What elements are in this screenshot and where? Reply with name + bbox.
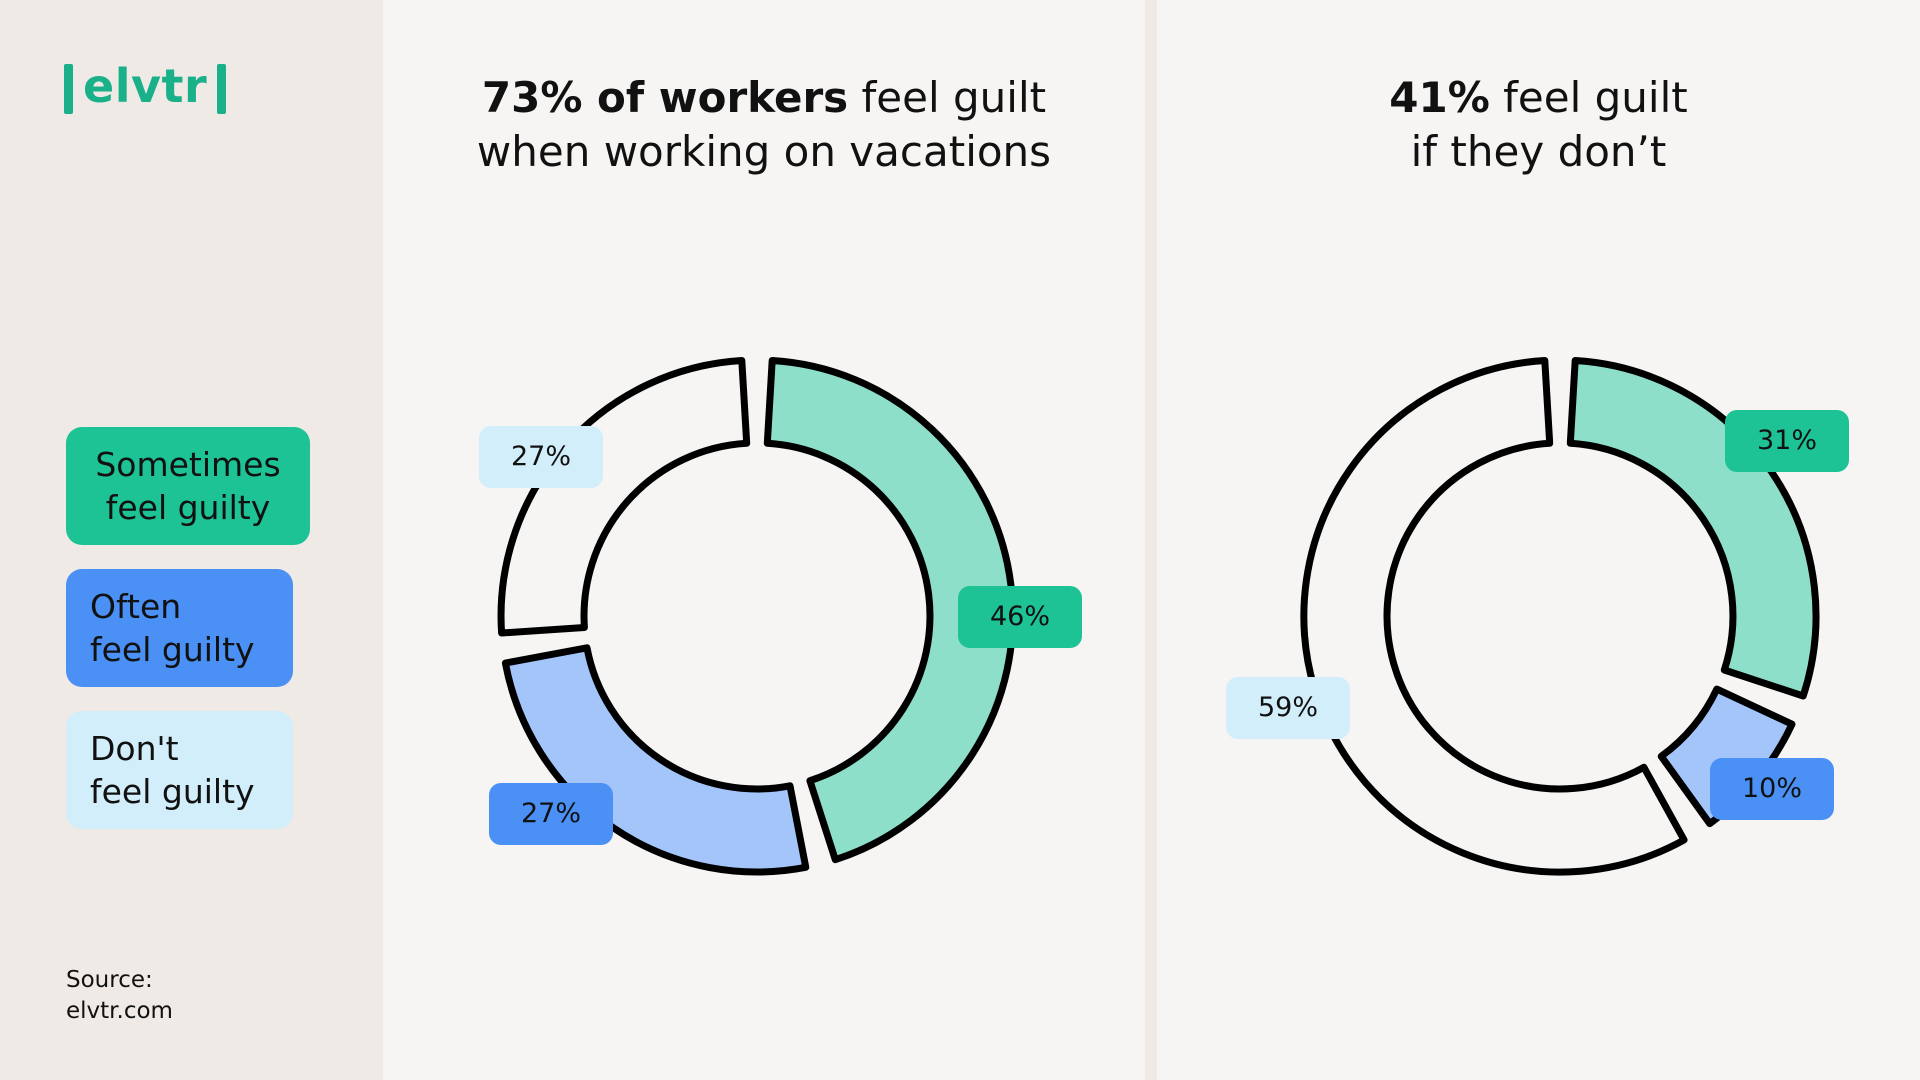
elvtr-logo[interactable]: elvtr <box>64 59 227 118</box>
donut2-label-often: 10% <box>1710 758 1834 820</box>
donut1-label-dont: 27% <box>479 426 603 488</box>
source-url: elvtr.com <box>66 998 173 1024</box>
logo-bar-right <box>217 64 227 114</box>
right-chart-title: 41% feel guilt if they don’t <box>1157 71 1920 179</box>
logo-text: elvtr <box>83 59 208 113</box>
left-title-bold: 73% of workers <box>481 73 849 122</box>
right-chart-title-line1: 41% feel guilt <box>1157 71 1920 125</box>
left-chart-title-line1: 73% of workers feel guilt <box>383 71 1145 125</box>
donut1-label-often: 27% <box>489 783 613 845</box>
left-chart-title-line2: when working on vacations <box>476 127 1052 176</box>
source-note: Source: elvtr.com <box>66 965 173 1027</box>
donut1-slice-dont <box>497 357 751 637</box>
donut1-slice-often <box>501 644 810 876</box>
source-label: Source: <box>66 967 153 993</box>
legend-sometimes-line2: feel guilty <box>105 488 271 527</box>
legend-often-feel-guilty: Often feel guilty <box>66 569 293 687</box>
right-title-rest: feel guilt <box>1489 73 1688 122</box>
donut1-label-sometimes: 46% <box>958 586 1082 648</box>
donut2-label-sometimes: 31% <box>1725 410 1849 472</box>
donut2-slice-sometimes <box>1566 357 1820 700</box>
legend-sometimes-line1: Sometimes <box>95 445 281 484</box>
legend-often-line1: Often <box>90 587 182 626</box>
legend-dont-line1: Don't <box>90 729 179 768</box>
logo-bar-left <box>64 64 73 114</box>
right-title-bold: 41% <box>1389 73 1490 122</box>
donut1-slice-sometimes <box>763 357 1017 864</box>
legend-dont-feel-guilty: Don't feel guilty <box>66 711 293 829</box>
legend: Sometimes feel guilty Often feel guilty … <box>66 427 310 853</box>
right-chart-title-line2: if they don’t <box>1410 127 1667 176</box>
left-chart-title: 73% of workers feel guilt when working o… <box>383 71 1145 179</box>
legend-often-line2: feel guilty <box>90 630 255 669</box>
legend-dont-line2: feel guilty <box>90 772 255 811</box>
legend-sometimes-feel-guilty: Sometimes feel guilty <box>66 427 310 545</box>
donut2-slice-dont <box>1300 357 1688 876</box>
donut2-label-dont: 59% <box>1226 677 1350 739</box>
left-title-rest: feel guilt <box>848 73 1047 122</box>
